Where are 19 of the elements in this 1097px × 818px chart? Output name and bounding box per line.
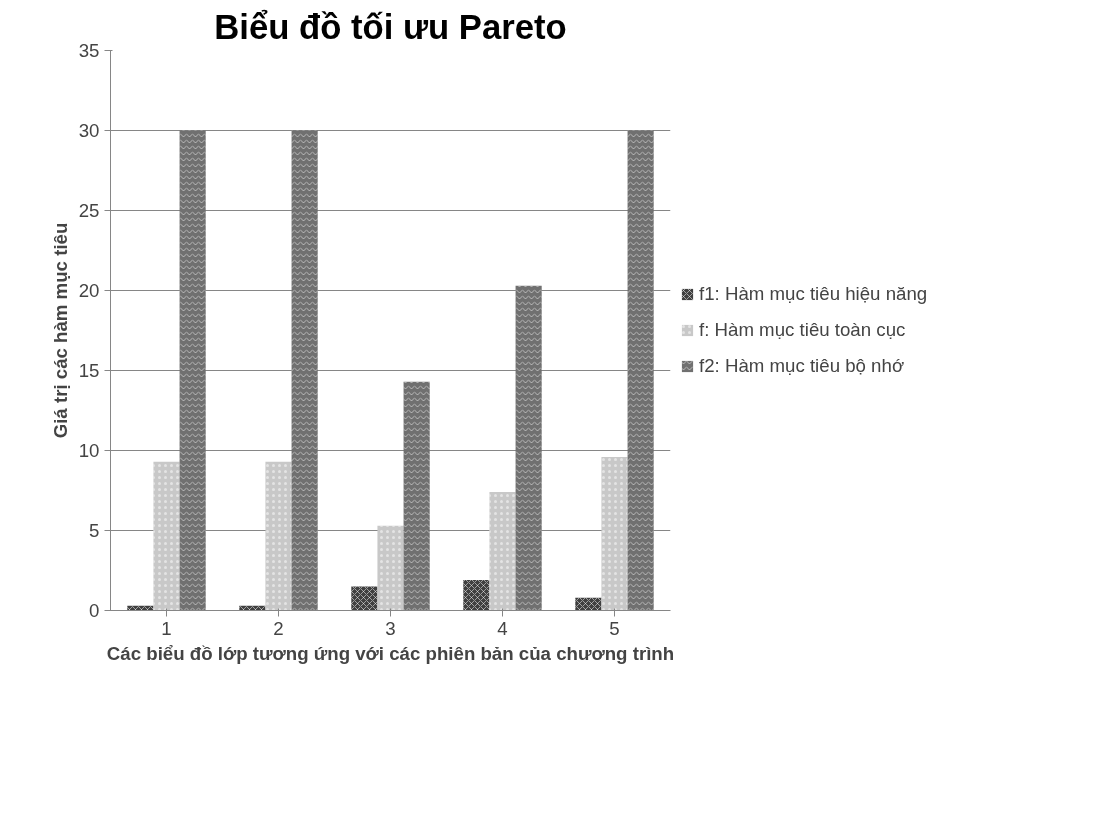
y-axis-title: Giá trị các hàm mục tiêu xyxy=(49,222,71,439)
x-tick-label: 4 xyxy=(497,617,508,639)
x-axis-title: Các biểu đồ lớp tương ứng với các phiên bản của chương trình xyxy=(106,642,675,664)
y-tick-label: 10 xyxy=(78,440,100,461)
x-tick-label: 1 xyxy=(161,617,172,639)
y-tick-label: 20 xyxy=(78,280,100,301)
legend-label: f1: Hàm mục tiêu hiệu năng xyxy=(699,283,928,305)
x-tick-label: 5 xyxy=(609,617,620,639)
y-tick-label: 5 xyxy=(89,520,100,541)
chart-title: Biểu đồ tối ưu Pareto xyxy=(214,7,567,46)
y-tick-label: 15 xyxy=(78,360,100,381)
legend-label: f: Hàm mục tiêu toàn cục xyxy=(699,319,906,341)
y-tick-label: 25 xyxy=(78,200,100,221)
y-tick-label: 35 xyxy=(78,40,100,61)
y-tick-label: 30 xyxy=(78,120,100,141)
x-tick-label: 3 xyxy=(385,617,396,639)
x-tick-label: 2 xyxy=(273,617,284,639)
y-tick-label: 0 xyxy=(89,600,100,621)
legend-label: f2: Hàm mục tiêu bộ nhớ xyxy=(699,355,905,377)
